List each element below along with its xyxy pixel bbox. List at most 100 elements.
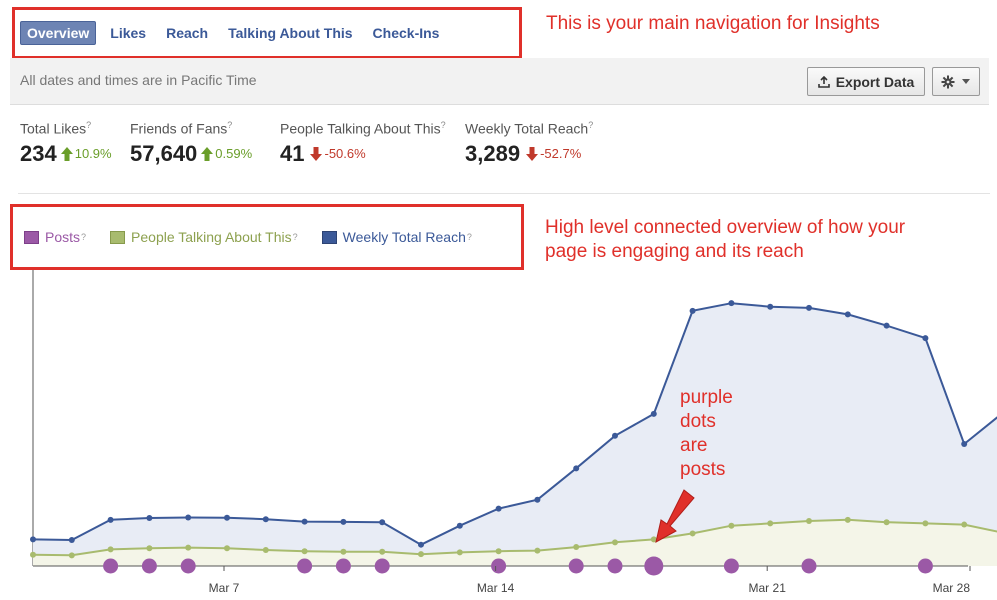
people-talking-point[interactable] <box>806 518 812 525</box>
post-dot[interactable] <box>917 558 933 574</box>
people-talking-point[interactable] <box>379 548 386 555</box>
people-talking-point[interactable] <box>534 547 541 554</box>
tab-likes[interactable]: Likes <box>110 25 147 41</box>
weekly-reach-point[interactable] <box>767 303 774 310</box>
tab-check-ins[interactable]: Check-Ins <box>372 25 440 41</box>
stat-label: Total Likes <box>20 120 87 137</box>
legend-item-posts[interactable]: Posts? <box>24 229 86 245</box>
weekly-reach-point[interactable] <box>262 516 269 523</box>
post-dot[interactable] <box>103 558 119 574</box>
people-talking-point[interactable] <box>340 548 347 555</box>
post-dot[interactable] <box>141 558 157 574</box>
people-talking-point[interactable] <box>883 519 890 526</box>
people-talking-point[interactable] <box>767 520 774 527</box>
tab-talking-about-this[interactable]: Talking About This <box>228 25 353 41</box>
weekly-reach-point[interactable] <box>68 536 75 543</box>
nav-annotation-box <box>12 7 522 59</box>
help-icon[interactable]: ? <box>227 120 233 130</box>
legend-annotation-box <box>10 204 524 270</box>
legend-label: Posts <box>45 229 81 245</box>
settings-dropdown-button[interactable] <box>932 67 980 96</box>
people-talking-point[interactable] <box>961 521 968 528</box>
posts-note-line: dots <box>680 411 716 432</box>
post-dot[interactable] <box>491 558 507 574</box>
weekly-reach-point[interactable] <box>689 307 696 314</box>
help-icon[interactable]: ? <box>466 232 472 242</box>
help-icon[interactable]: ? <box>292 232 298 242</box>
insights-chart: Mar 7 Mar 14 Mar 21 Mar 28 <box>30 270 997 595</box>
people-talking-area <box>33 519 997 566</box>
export-icon <box>817 75 830 88</box>
people-talking-point[interactable] <box>68 552 75 559</box>
weekly-reach-point[interactable] <box>844 311 851 318</box>
weekly-reach-point[interactable] <box>534 496 541 503</box>
stat-people-talking: People Talking About This? 41 -50.6% <box>280 120 446 167</box>
export-data-button[interactable]: Export Data <box>807 67 925 96</box>
stat-value: 3,289 <box>465 140 521 166</box>
weekly-reach-point[interactable] <box>456 522 463 529</box>
people-talking-point[interactable] <box>495 548 502 555</box>
weekly-reach-point[interactable] <box>185 514 192 521</box>
post-dot[interactable] <box>568 558 584 574</box>
people-talking-point[interactable] <box>107 546 114 553</box>
people-talking-point[interactable] <box>689 530 696 537</box>
post-dot[interactable] <box>374 558 390 574</box>
people-talking-point[interactable] <box>922 520 929 527</box>
post-dot[interactable] <box>723 558 739 574</box>
weekly-reach-point[interactable] <box>650 410 657 417</box>
weekly-reach-point[interactable] <box>495 505 502 512</box>
people-talking-point[interactable] <box>456 549 463 556</box>
weekly-reach-point[interactable] <box>806 304 812 311</box>
posts-annotation-note: purple dots are posts <box>680 386 733 482</box>
weekly-reach-point[interactable] <box>612 432 618 439</box>
people-talking-point[interactable] <box>650 536 657 543</box>
people-talking-point[interactable] <box>301 548 308 555</box>
legend-swatch <box>24 230 39 244</box>
weekly-reach-point[interactable] <box>30 536 36 543</box>
people-talking-point[interactable] <box>573 544 580 551</box>
post-dot[interactable] <box>644 556 664 576</box>
chart-legend: Posts? People Talking About This? Weekly… <box>24 229 472 245</box>
stat-label: Weekly Total Reach <box>465 120 589 137</box>
post-dot[interactable] <box>297 558 313 574</box>
weekly-reach-point[interactable] <box>728 300 735 307</box>
legend-label: People Talking About This <box>131 229 292 245</box>
stat-change: -50.6% <box>324 146 366 162</box>
post-dot[interactable] <box>607 558 623 574</box>
help-icon[interactable]: ? <box>588 120 594 130</box>
weekly-reach-point[interactable] <box>573 465 580 472</box>
weekly-reach-point[interactable] <box>340 518 347 525</box>
people-talking-point[interactable] <box>262 547 269 554</box>
people-talking-point[interactable] <box>185 544 192 551</box>
weekly-reach-point[interactable] <box>379 519 386 526</box>
help-icon[interactable]: ? <box>440 120 446 130</box>
legend-item-weekly-reach[interactable]: Weekly Total Reach? <box>321 229 472 245</box>
post-dot[interactable] <box>801 558 817 574</box>
weekly-reach-point[interactable] <box>961 441 968 448</box>
weekly-reach-point[interactable] <box>418 541 424 548</box>
weekly-reach-point[interactable] <box>146 515 153 522</box>
tab-overview[interactable]: Overview <box>20 21 97 45</box>
weekly-reach-point[interactable] <box>922 335 929 342</box>
help-icon[interactable]: ? <box>81 232 87 242</box>
posts-note-line: posts <box>680 459 726 480</box>
people-talking-point[interactable] <box>224 545 230 552</box>
people-talking-point[interactable] <box>728 522 735 529</box>
weekly-reach-point[interactable] <box>301 518 308 525</box>
weekly-reach-point[interactable] <box>107 516 114 523</box>
posts-note-line: purple <box>680 387 733 408</box>
people-talking-point[interactable] <box>844 516 851 523</box>
help-icon[interactable]: ? <box>86 120 92 130</box>
weekly-reach-point[interactable] <box>883 322 890 329</box>
gear-icon <box>941 75 955 88</box>
people-talking-point[interactable] <box>612 539 618 546</box>
post-dot[interactable] <box>335 558 351 574</box>
people-talking-point[interactable] <box>30 551 36 558</box>
export-data-label: Export Data <box>835 73 915 90</box>
people-talking-point[interactable] <box>146 545 153 552</box>
tab-reach[interactable]: Reach <box>166 25 209 41</box>
post-dot[interactable] <box>180 558 196 574</box>
legend-item-people-talking[interactable]: People Talking About This? <box>110 229 298 245</box>
weekly-reach-point[interactable] <box>224 514 230 521</box>
people-talking-point[interactable] <box>418 551 424 558</box>
